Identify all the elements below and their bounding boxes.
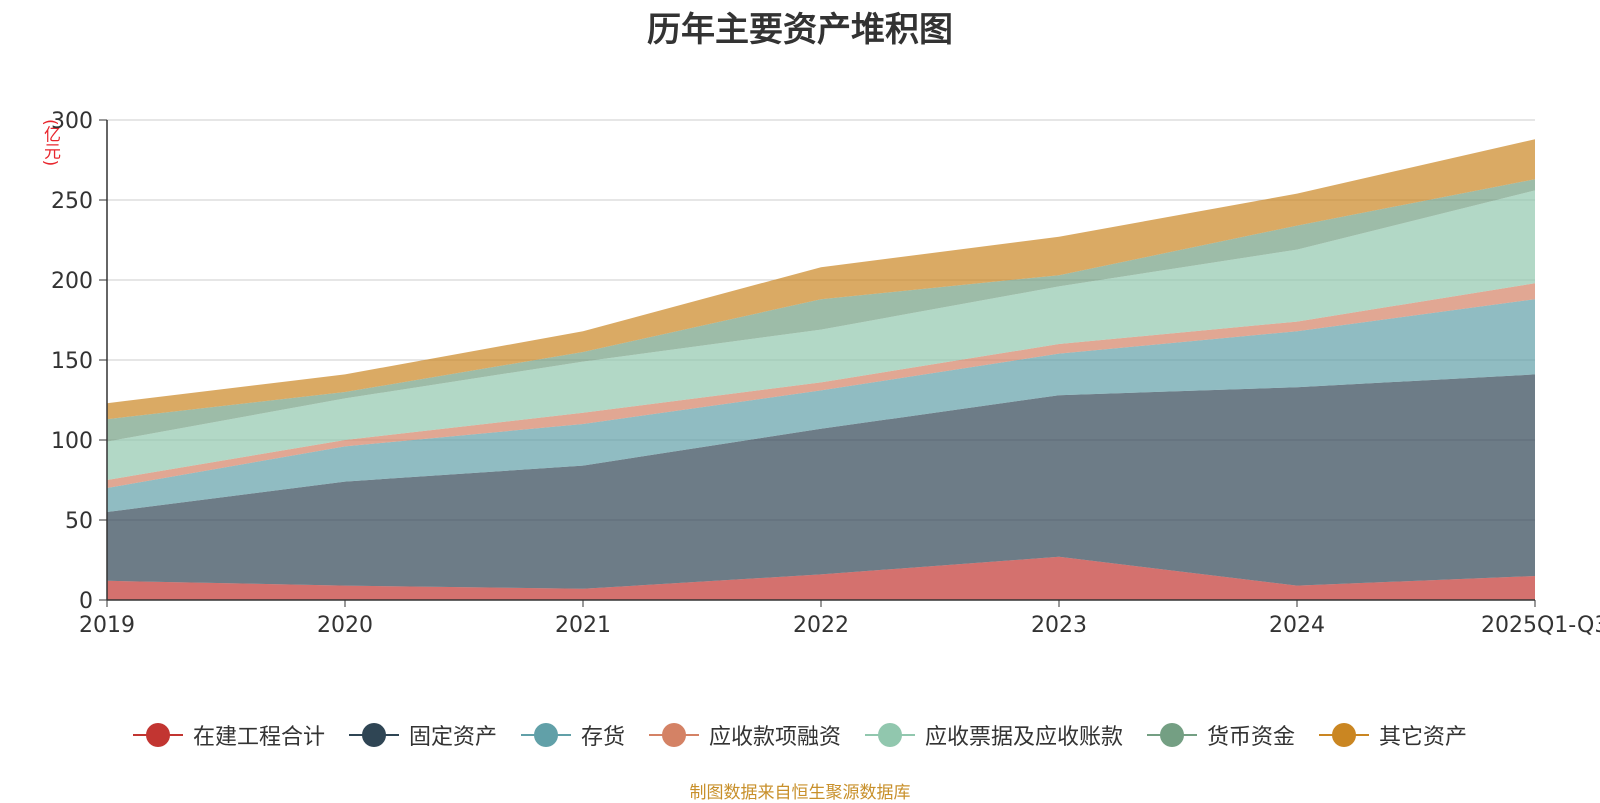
data-source-note: 制图数据来自恒生聚源数据库 — [689, 783, 911, 803]
area-series-3 — [107, 299, 1535, 512]
area-series-7 — [107, 139, 1535, 420]
legend-label: 货币资金 — [1207, 725, 1296, 750]
x-tick-label: 2024 — [1269, 613, 1325, 638]
legend-label: 应收款项融资 — [708, 725, 841, 750]
legend-marker-icon — [132, 722, 183, 748]
y-tick-label: 100 — [51, 429, 93, 454]
area-series-2 — [107, 374, 1535, 589]
area-series-6 — [107, 179, 1535, 442]
area-series-4 — [107, 283, 1535, 488]
legend-label: 在建工程合计 — [192, 725, 325, 750]
y-tick-label: 150 — [51, 349, 93, 374]
x-tick-label: 2025Q1-Q3 — [1481, 613, 1600, 638]
y-axis-unit-label: (亿元) — [40, 119, 60, 167]
legend-label: 应收票据及应收账款 — [925, 725, 1124, 750]
legend-marker-icon — [1319, 722, 1370, 748]
legend-marker-icon — [520, 722, 571, 748]
legend-marker-icon — [348, 722, 399, 748]
legend-item[interactable]: 存货 — [520, 719, 625, 751]
legend-label: 其它资产 — [1379, 725, 1468, 750]
legend-item[interactable]: 应收票据及应收账款 — [865, 719, 1123, 751]
chart-title: 历年主要资产堆积图 — [647, 10, 953, 50]
y-tick-label: 200 — [51, 269, 93, 294]
y-tick-label: 0 — [79, 589, 93, 614]
legend-marker-icon — [648, 722, 699, 748]
legend-marker-icon — [865, 722, 915, 748]
y-tick-label: 50 — [65, 509, 93, 534]
legend-item[interactable]: 其它资产 — [1319, 719, 1467, 751]
legend-label: 固定资产 — [408, 725, 497, 750]
x-tick-label: 2021 — [555, 613, 611, 638]
legend-label: 存货 — [580, 725, 625, 750]
area-series-5 — [107, 190, 1535, 480]
legend-item[interactable]: 货币资金 — [1147, 719, 1295, 751]
x-tick-label: 2022 — [793, 613, 849, 638]
axes: 0 50 100 150 200 250 300 2019 2020 2021 2022 2023 20… — [51, 109, 1600, 638]
x-tick-label: 2023 — [1031, 613, 1087, 638]
x-tick-label: 2020 — [317, 613, 373, 638]
legend-item[interactable]: 在建工程合计 — [132, 719, 325, 751]
stacked-areas — [107, 139, 1535, 600]
legend-item[interactable]: 固定资产 — [348, 719, 497, 751]
legend-marker-icon — [1147, 722, 1198, 748]
y-tick-label: 250 — [51, 189, 93, 214]
legend-item[interactable]: 应收款项融资 — [648, 719, 841, 751]
x-tick-label: 2019 — [79, 613, 135, 638]
y-tick-label: 300 — [51, 109, 93, 134]
legend: 在建工程合计 固定资产 存货 应收款项融资 应收票据及应收账款 货币资金 其它资产 — [0, 718, 1600, 752]
area-series-1 — [107, 556, 1535, 600]
